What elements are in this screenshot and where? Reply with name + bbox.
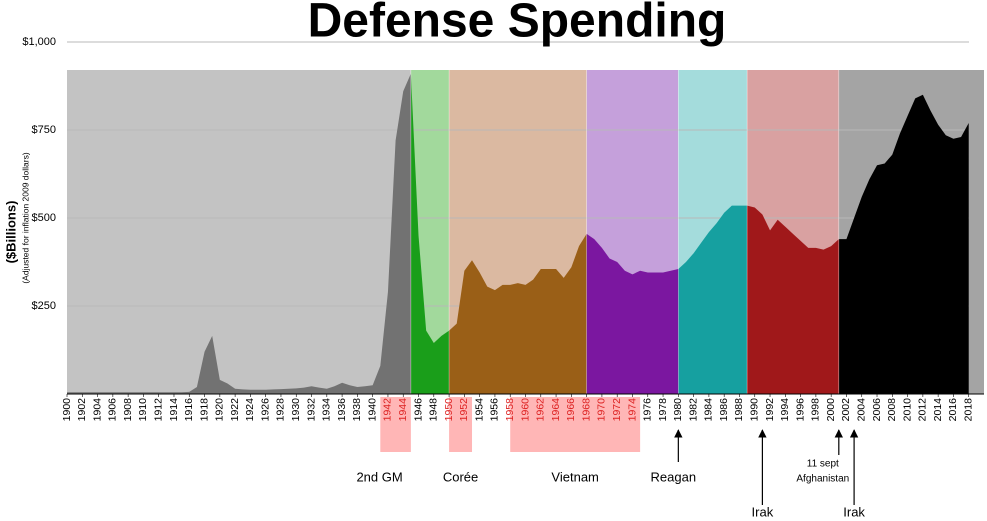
x-tick-label: 1982 bbox=[687, 398, 699, 422]
x-tick-label: 1912 bbox=[152, 398, 164, 422]
x-tick-label: 1970 bbox=[596, 398, 608, 422]
x-tick-label: 1960 bbox=[519, 398, 531, 422]
x-tick-label: 1920 bbox=[214, 398, 226, 422]
war-label: Vietnam bbox=[551, 469, 598, 484]
event-label: Irak bbox=[752, 504, 774, 519]
x-tick-label: 2002 bbox=[840, 398, 852, 422]
x-tick-label: 1906 bbox=[107, 398, 119, 422]
y-axis-sublabel: (Adjusted for inflation 2009 dollars) bbox=[20, 152, 30, 284]
x-tick-label: 2000 bbox=[825, 398, 837, 422]
x-tick-label: 1968 bbox=[580, 398, 592, 422]
x-tick-label: 2016 bbox=[947, 398, 959, 422]
war-box bbox=[510, 397, 641, 452]
x-tick-label: 1952 bbox=[458, 398, 470, 422]
x-tick-label: 1926 bbox=[259, 398, 271, 422]
x-tick-label: 1910 bbox=[137, 398, 149, 422]
x-tick-label: 1902 bbox=[76, 398, 88, 422]
x-tick-label: 1964 bbox=[550, 398, 562, 422]
x-tick-label: 1990 bbox=[749, 398, 761, 422]
war-label: 2nd GM bbox=[356, 469, 402, 484]
x-tick-label: 1924 bbox=[244, 398, 256, 422]
x-tick-label: 1938 bbox=[351, 398, 363, 422]
spending-area bbox=[67, 73, 969, 395]
x-tick-label: 1934 bbox=[321, 398, 333, 422]
x-tick-label: 1908 bbox=[122, 398, 134, 422]
y-tick-label: $750 bbox=[32, 124, 56, 136]
x-tick-label: 2010 bbox=[901, 398, 913, 422]
x-tick-label: 1930 bbox=[290, 398, 302, 422]
y-tick-label: $1,000 bbox=[22, 36, 56, 48]
war-box bbox=[449, 397, 473, 452]
x-tick-label: 1928 bbox=[275, 398, 287, 422]
war-label: Corée bbox=[443, 469, 478, 484]
y-axis-label: ($Billions) bbox=[3, 201, 18, 264]
x-tick-label: 2008 bbox=[886, 398, 898, 422]
x-tick-label: 1976 bbox=[642, 398, 654, 422]
x-tick-label: 2014 bbox=[932, 398, 944, 422]
chart-title: Defense Spending bbox=[308, 0, 727, 48]
y-tick-label: $250 bbox=[32, 300, 56, 312]
x-tick-label: 1996 bbox=[794, 398, 806, 422]
x-tick-label: 1986 bbox=[718, 398, 730, 422]
x-tick-label: 1966 bbox=[565, 398, 577, 422]
x-tick-label: 1962 bbox=[535, 398, 547, 422]
x-tick-label: 1972 bbox=[611, 398, 623, 422]
x-tick-label: 1994 bbox=[779, 398, 791, 422]
x-tick-label: 1956 bbox=[489, 398, 501, 422]
event-label: 11 sept bbox=[807, 459, 839, 470]
x-tick-label: 1950 bbox=[443, 398, 455, 422]
event-label: Reagan bbox=[651, 469, 697, 484]
x-tick-label: 1980 bbox=[672, 398, 684, 422]
era-band bbox=[67, 70, 411, 394]
x-tick-label: 1942 bbox=[382, 398, 394, 422]
x-tick-label: 2018 bbox=[962, 398, 974, 422]
x-tick-label: 1940 bbox=[366, 398, 378, 422]
x-tick-label: 2012 bbox=[917, 398, 929, 422]
x-tick-label: 1904 bbox=[91, 398, 103, 422]
x-tick-label: 1944 bbox=[397, 398, 409, 422]
x-tick-label: 1932 bbox=[305, 398, 317, 422]
x-tick-label: 1900 bbox=[61, 398, 73, 422]
x-tick-label: 1936 bbox=[336, 398, 348, 422]
event-label: Irak bbox=[843, 504, 865, 519]
x-tick-label: 2006 bbox=[871, 398, 883, 422]
x-tick-label: 1988 bbox=[733, 398, 745, 422]
x-tick-label: 1922 bbox=[229, 398, 241, 422]
x-tick-label: 2004 bbox=[856, 398, 868, 422]
x-tick-label: 1916 bbox=[183, 398, 195, 422]
war-box bbox=[380, 397, 411, 452]
x-tick-label: 1918 bbox=[198, 398, 210, 422]
x-tick-label: 1954 bbox=[473, 398, 485, 422]
x-tick-label: 1948 bbox=[428, 398, 440, 422]
x-tick-label: 1958 bbox=[504, 398, 516, 422]
x-tick-label: 1946 bbox=[412, 398, 424, 422]
event-label: Afghanistan bbox=[796, 474, 849, 485]
x-tick-label: 1992 bbox=[764, 398, 776, 422]
y-tick-label: $500 bbox=[32, 212, 56, 224]
x-tick-label: 1978 bbox=[657, 398, 669, 422]
x-tick-label: 1974 bbox=[626, 398, 638, 422]
x-tick-label: 1984 bbox=[703, 398, 715, 422]
x-tick-label: 1998 bbox=[810, 398, 822, 422]
x-tick-label: 1914 bbox=[168, 398, 180, 422]
